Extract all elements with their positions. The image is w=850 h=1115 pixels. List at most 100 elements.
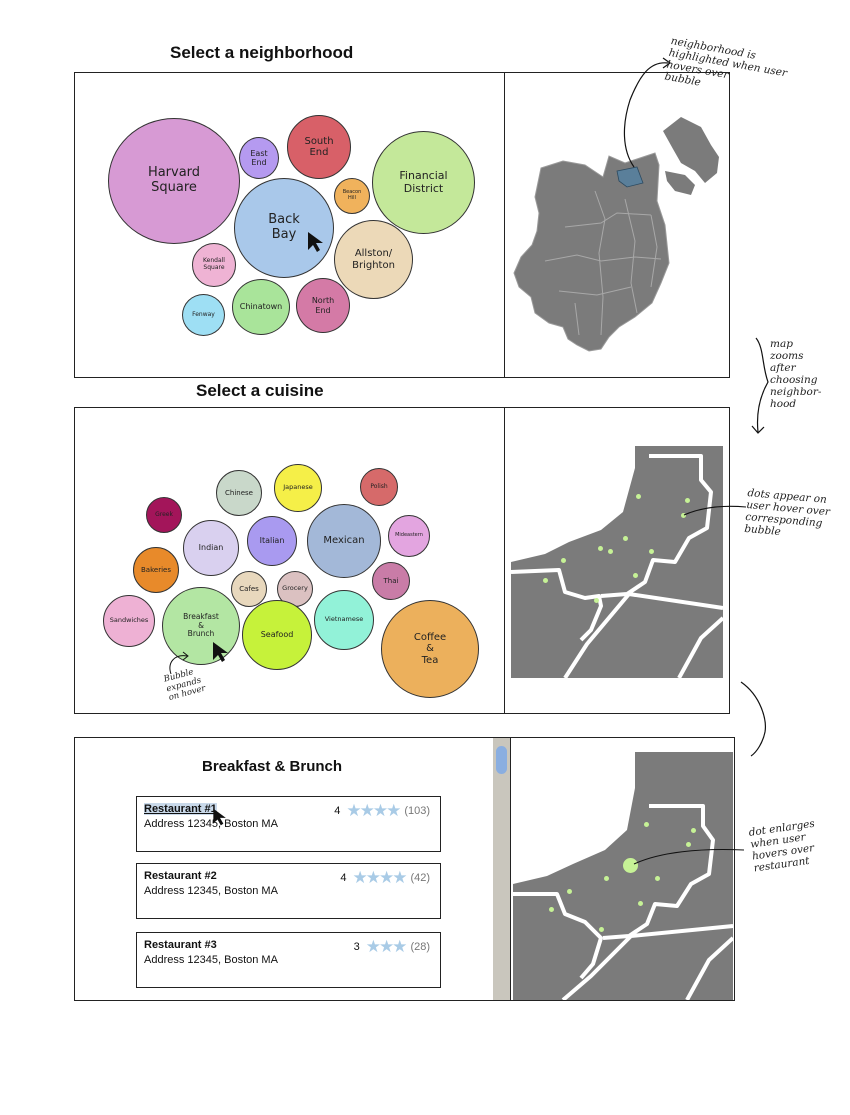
district-border-1 xyxy=(600,454,713,598)
annotation-brace-2 xyxy=(740,681,766,757)
bubble-label: Chinatown xyxy=(239,302,283,312)
district-border-3 xyxy=(563,592,724,680)
map-neighborhoods xyxy=(513,152,670,352)
annotation-brace-1 xyxy=(751,337,769,434)
bubble-allston-brighton[interactable]: Allston/ Brighton xyxy=(334,220,413,299)
bubble-label: Harvard Square xyxy=(147,165,201,195)
bubble-indian[interactable]: Indian xyxy=(183,520,239,576)
district-border-2 xyxy=(513,892,603,980)
boston-map xyxy=(513,117,719,352)
bubble-beacon-hill[interactable]: Beacon Hill xyxy=(334,178,370,214)
restaurant-name[interactable]: Restaurant #2 xyxy=(144,870,217,882)
bubble-italian[interactable]: Italian xyxy=(247,516,297,566)
note-arrow xyxy=(169,651,189,675)
map-east-boston xyxy=(663,117,719,183)
bubble-label: South End xyxy=(304,135,334,159)
zoomed-map xyxy=(510,446,725,680)
review-count: (103) xyxy=(404,805,430,817)
bubble-label: Beacon Hill xyxy=(342,189,362,201)
scrollbar[interactable] xyxy=(493,738,511,1000)
bubble-label: Polish xyxy=(370,482,388,490)
bubble-chinese[interactable]: Chinese xyxy=(216,470,262,516)
restaurant-dot xyxy=(603,875,609,881)
bubble-seafood[interactable]: Seafood xyxy=(242,600,312,670)
restaurant-dot xyxy=(643,821,649,827)
bubble-label: Sandwiches xyxy=(109,616,149,625)
restaurant-name[interactable]: Restaurant #3 xyxy=(144,939,217,951)
restaurant-dot xyxy=(628,862,634,868)
annotation-dots-appear: dots appear on user hover over correspon… xyxy=(743,487,831,538)
district-border-3 xyxy=(561,924,734,1000)
restaurant-dot xyxy=(598,926,604,932)
bubble-fenway[interactable]: Fenway xyxy=(182,294,225,336)
bubble-bakeries[interactable]: Bakeries xyxy=(133,547,179,593)
scrollbar-thumb[interactable] xyxy=(496,746,507,774)
star-icon: ★★★★ xyxy=(346,801,401,820)
cursor-arrow-icon xyxy=(213,642,228,662)
section2-title: Select a cuisine xyxy=(196,381,324,400)
cursor-arrow-icon xyxy=(308,232,323,252)
annotation-arrow-2 xyxy=(683,505,747,516)
restaurant-name[interactable]: Restaurant #1 xyxy=(144,803,217,815)
section3-title: Breakfast & Brunch xyxy=(202,758,343,775)
bubble-breakfast-brunch[interactable]: Breakfast & Brunch xyxy=(162,587,240,665)
restaurant-address: Address 12345, Boston MA xyxy=(144,818,278,830)
bubble-japanese[interactable]: Japanese xyxy=(274,464,322,512)
bubble-polish[interactable]: Polish xyxy=(360,468,398,506)
restaurant-dot xyxy=(566,888,572,894)
zoomed-map xyxy=(513,752,734,1000)
restaurant-dot xyxy=(648,548,654,554)
restaurant-dot xyxy=(593,597,599,603)
section1-title: Select a neighborhood xyxy=(170,43,354,62)
bubble-label: Indian xyxy=(198,543,224,553)
bubble-chinatown[interactable]: Chinatown xyxy=(232,279,290,335)
bubble-cafes[interactable]: Cafes xyxy=(231,571,267,607)
bubble-financial-district[interactable]: Financial District xyxy=(372,131,475,234)
district-border-2 xyxy=(510,568,603,642)
bubble-label: Italian xyxy=(259,536,285,546)
bubble-back-bay[interactable]: Back Bay xyxy=(234,178,334,278)
restaurant-dot xyxy=(637,900,643,906)
bubble-north-end[interactable]: North End xyxy=(296,278,350,333)
bubble-east-end[interactable]: East End xyxy=(239,137,279,179)
annotation-dot-enlarges: dot enlarges when user hovers over resta… xyxy=(748,817,816,875)
bubble-label: North End xyxy=(311,296,335,315)
bubble-mideastern[interactable]: Mideastern xyxy=(388,515,430,557)
bubble-thai[interactable]: Thai xyxy=(372,562,410,600)
bubble-label: Mideastern xyxy=(395,532,423,539)
bubble-label: Thai xyxy=(383,576,399,585)
bubble-greek[interactable]: Greek xyxy=(146,497,182,533)
restaurant-dot xyxy=(607,548,613,554)
annotation-arrow-1 xyxy=(623,57,672,168)
bubble-label: Coffee & Tea xyxy=(413,631,447,666)
restaurant-dot xyxy=(632,572,638,578)
bubble-south-end[interactable]: South End xyxy=(287,115,351,179)
bubble-coffee-tea[interactable]: Coffee & Tea xyxy=(381,600,479,698)
bubble-kendall-square[interactable]: Kendall Square xyxy=(192,243,236,287)
bubble-label: Seafood xyxy=(260,630,294,640)
restaurant-dot xyxy=(690,827,696,833)
restaurant-dot xyxy=(622,535,628,541)
restaurant-card[interactable]: Restaurant #3 Address 12345, Boston MA 3… xyxy=(136,932,441,988)
bubble-mexican[interactable]: Mexican xyxy=(307,504,381,578)
restaurant-rating: 4 ★★★★ (103) xyxy=(334,801,430,820)
bubble-vietnamese[interactable]: Vietnamese xyxy=(314,590,374,650)
bubble-label: Back Bay xyxy=(268,212,300,242)
bubble-label: East End xyxy=(250,148,268,167)
neighborhood-map-panel xyxy=(504,72,730,378)
dot-layer xyxy=(505,408,729,713)
bubble-label: Greek xyxy=(155,510,173,518)
star-icon: ★★★★ xyxy=(352,868,407,887)
bubble-label: Mexican xyxy=(323,535,365,547)
restaurant-card[interactable]: Restaurant #2 Address 12345, Boston MA 4… xyxy=(136,863,441,919)
bubble-sandwiches[interactable]: Sandwiches xyxy=(103,595,155,647)
annotation-map-zooms: map zooms after choosing neighbor- hood xyxy=(770,338,822,410)
restaurant-map-panel xyxy=(510,737,735,1001)
restaurant-rating: 4 ★★★★ (42) xyxy=(340,868,430,887)
bubble-label: Japanese xyxy=(283,483,313,492)
bubble-harvard-square[interactable]: Harvard Square xyxy=(108,118,240,244)
restaurant-card[interactable]: Restaurant #1 Address 12345, Boston MA 4… xyxy=(136,796,441,852)
cuisine-bubble-panel: Chinese Japanese Polish Greek Indian Ita… xyxy=(74,407,505,714)
restaurant-dot xyxy=(680,512,686,518)
bubble-label: Cafes xyxy=(239,584,259,593)
